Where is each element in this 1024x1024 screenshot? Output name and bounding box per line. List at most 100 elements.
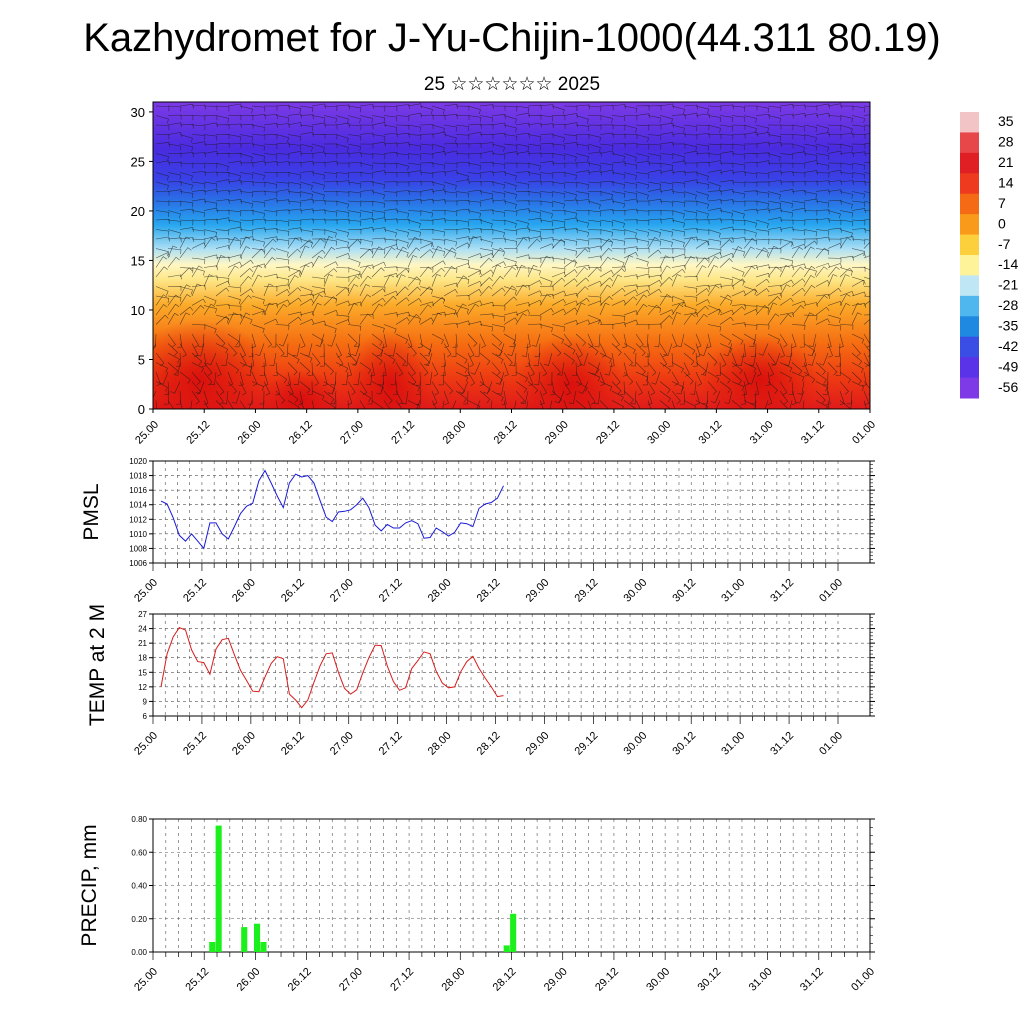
wind-barb	[249, 352, 255, 367]
wind-barb	[635, 343, 646, 357]
wind-barb	[826, 333, 832, 348]
wind-barb	[803, 143, 818, 151]
wind-barb	[719, 295, 733, 306]
wind-barb	[758, 343, 769, 356]
wind-barb	[371, 217, 386, 223]
wind-barb	[575, 371, 582, 386]
wind-barb	[191, 333, 199, 348]
wind-barb	[227, 313, 242, 319]
wind-barb	[767, 162, 782, 169]
wind-barb	[539, 172, 554, 179]
wind-barb	[335, 238, 349, 247]
wind-barb	[647, 229, 661, 238]
wind-barb	[311, 400, 315, 409]
wind-barb	[822, 381, 829, 395]
wind-barb	[383, 142, 398, 148]
wind-barb	[215, 245, 230, 250]
y-tick-label: 18	[138, 654, 147, 663]
wind-barb	[323, 310, 339, 316]
wind-barb	[371, 200, 386, 208]
wind-barb	[179, 343, 187, 358]
wind-barb	[671, 170, 686, 176]
wind-barb	[587, 267, 602, 272]
wind-barb	[299, 181, 313, 191]
wind-barb	[587, 151, 602, 157]
wind-barb	[287, 227, 302, 233]
wind-barb	[527, 371, 534, 387]
wind-barb	[383, 238, 398, 245]
wind-barb	[676, 333, 685, 348]
wind-barb	[863, 318, 870, 325]
wind-barb	[611, 104, 626, 109]
colorbar-label: 21	[998, 154, 1014, 170]
wind-barb	[767, 141, 782, 147]
wind-barb	[479, 257, 493, 268]
wind-barb	[467, 300, 483, 306]
wind-barb	[779, 265, 791, 278]
wind-barb	[587, 333, 594, 349]
wind-barb	[415, 371, 421, 386]
wind-barb	[575, 297, 590, 306]
wind-barb	[455, 161, 470, 167]
wind-barb	[179, 123, 194, 129]
wind-barb	[431, 171, 446, 177]
wind-barb	[292, 343, 301, 357]
wind-barb	[706, 333, 712, 348]
wind-barb	[767, 134, 782, 142]
wind-barb	[491, 264, 502, 278]
wind-barb	[227, 295, 241, 305]
wind-barb	[495, 343, 505, 357]
wind-barb	[719, 199, 734, 205]
wind-barb	[527, 143, 542, 151]
wind-barb	[347, 143, 362, 152]
wind-barb	[467, 210, 482, 218]
wind-barb	[803, 302, 818, 307]
wind-barb	[251, 172, 265, 180]
wind-barb	[347, 275, 360, 287]
wind-barb	[251, 134, 266, 140]
wind-barb	[743, 288, 758, 297]
wind-barb	[452, 333, 458, 348]
wind-barb	[836, 352, 841, 367]
wind-barb	[491, 324, 506, 332]
wind-barb	[299, 160, 314, 166]
wind-barb	[611, 181, 626, 190]
wind-barb	[527, 229, 542, 237]
wind-barb	[359, 124, 374, 130]
wind-barb	[611, 124, 626, 131]
wind-barb	[827, 343, 833, 358]
wind-barb	[275, 199, 290, 205]
wind-barb	[392, 381, 398, 396]
wind-barb	[731, 162, 746, 170]
wind-barb	[515, 284, 527, 297]
wind-barb	[707, 218, 722, 224]
colorbar-label: -7	[998, 236, 1011, 252]
wind-barb	[263, 333, 272, 348]
wind-barb	[803, 275, 815, 287]
wind-barb	[347, 362, 352, 377]
wind-barb	[287, 390, 299, 404]
wind-barb	[695, 181, 710, 190]
colorbar-label: -49	[998, 358, 1018, 374]
wind-barb	[534, 371, 541, 386]
wind-barb	[311, 162, 326, 168]
heatmap-x-tick-label: 25.12	[184, 419, 212, 447]
wind-barb	[167, 333, 176, 348]
wind-barb	[179, 236, 191, 249]
wind-barb	[815, 295, 828, 306]
wind-barb	[575, 264, 590, 270]
wind-barb	[527, 362, 535, 377]
wind-barb	[527, 323, 542, 329]
wind-barb	[599, 143, 614, 150]
wind-barb	[827, 314, 841, 324]
wind-barb	[791, 124, 806, 132]
wind-barb	[764, 400, 769, 409]
wind-barb	[275, 324, 290, 330]
wind-barb	[851, 115, 866, 123]
wind-barb	[251, 227, 266, 233]
wind-barb	[227, 265, 239, 278]
wind-barb	[731, 333, 744, 345]
x-tick-label: 26.00	[230, 577, 258, 605]
wind-barb	[747, 371, 757, 385]
wind-barb	[299, 124, 314, 132]
